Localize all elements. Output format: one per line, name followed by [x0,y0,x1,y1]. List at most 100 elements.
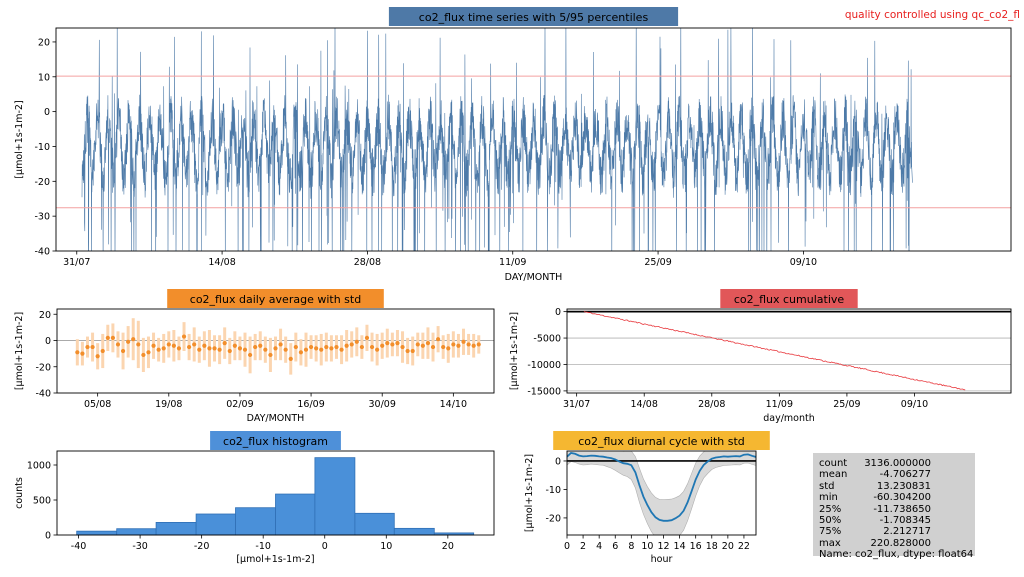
stats-name-line: Name: co2_flux, dtype: float64 [819,549,974,561]
daily-mean-point [420,343,425,348]
daily-mean-point [120,348,126,354]
daily-mean-point [171,343,176,348]
stats-value: -60.304200 [873,492,931,504]
daily-mean-point [314,346,319,351]
stats-row: max 220.828000 [819,538,969,549]
stats-row: min -60.304200 [819,492,969,503]
timeseries-x-tick-label: 28/08 [354,257,381,268]
daily-mean-point [436,337,441,342]
daily-mean-point [273,346,278,351]
diurnal-mean-line [567,452,756,522]
histogram-x-tick-label: 10 [380,541,392,552]
daily-mean-point [166,342,171,347]
diurnal-x-tick-label: 8 [628,541,634,552]
diurnal-x-tick-label: 16 [690,541,702,552]
daily-y-tick-label: -20 [35,362,51,373]
daily-mean-point [456,343,461,348]
stats-row: mean -4.706277 [819,469,969,480]
daily-mean-point [253,344,258,350]
daily-title-background [167,289,384,308]
timeseries-y-tick-label: -30 [34,212,50,223]
daily-mean-point [217,347,222,352]
diurnal-frame [566,450,757,536]
histogram-frame [56,450,495,536]
daily-mean-point [156,347,161,352]
daily-mean-point [227,348,232,354]
cumulative-y-tick-label: -10000 [527,360,561,371]
stats-row: std 13.230831 [819,481,969,492]
diurnal-xlabel: hour [651,554,673,565]
daily-mean-point [293,344,298,350]
cumulative-x-tick-label: 28/08 [698,399,725,410]
daily-mean-point [385,341,390,346]
stats-value: -4.706277 [879,469,931,481]
daily-mean-point [283,347,288,352]
diurnal-ylabel: [μmol+1s-1m-2] [524,454,535,532]
timeseries-xlabel: DAY/MONTH [505,272,563,283]
stats-row: 50% -1.708345 [819,515,969,526]
timeseries-y-tick-label: 10 [38,72,50,83]
diurnal-y-tick-label: -10 [545,485,561,496]
daily-mean-point [207,346,212,351]
timeseries-x-tick-label: 09/10 [790,257,817,268]
daily-mean-point [268,352,273,358]
diurnal-x-tick-label: 18 [706,541,718,552]
daily-x-tick-label: 14/10 [440,399,467,410]
timeseries-line [81,28,913,251]
histogram-bar [275,493,316,536]
daily-mean-point [151,343,156,348]
daily-mean-point [242,347,248,352]
stats-key: 25% [819,503,842,515]
daily-mean-point [466,342,471,347]
daily-xlabel: DAY/MONTH [247,413,305,424]
stats-row: Name: co2_flux, dtype: float64 [819,549,973,560]
histogram-bar [155,522,197,536]
cumulative-x-tick-label: 31/07 [563,399,590,410]
diurnal-title: co2_flux diurnal cycle with std [553,431,770,450]
daily-mean-point [202,343,207,348]
daily-mean-point [471,343,476,348]
diurnal-title-background [553,431,770,450]
daily-mean-point [176,346,182,351]
timeseries-y-tick-label: 20 [38,37,50,48]
daily-mean-point [339,347,344,352]
daily-mean-point [278,342,283,347]
daily-mean-point [288,356,293,361]
cumulative-title-text: co2_flux cumulative [734,293,845,306]
histogram-x-tick-label: 0 [322,541,328,552]
histogram-y-tick-label: 500 [33,496,51,507]
daily-x-tick-label: 02/09 [226,399,253,410]
cumulative-xlabel: day/month [763,413,815,424]
daily-mean-point [222,341,227,346]
stats-value: 2.212717 [883,526,931,538]
histogram-y-tick-label: 0 [45,531,51,542]
daily-mean-point [126,339,131,344]
daily-x-tick-label: 16/09 [297,399,324,410]
daily-mean-point [441,344,446,350]
daily-mean-point [349,342,354,347]
daily-mean-point [375,347,380,352]
daily-mean-point [110,335,115,340]
diurnal-y-tick-label: 0 [555,456,561,467]
diurnal-x-tick-label: 10 [641,541,653,552]
diurnal-x-tick-label: 14 [674,541,686,552]
timeseries-frame [55,27,1012,252]
qc-annotation: quality controlled using qc_co2_fl [845,9,1020,21]
daily-mean-point [359,344,364,350]
daily-mean-point [303,347,309,352]
daily-x-tick-label: 05/08 [84,399,111,410]
stats-key: count [819,458,848,469]
daily-mean-point [344,343,349,348]
daily-mean-point [446,346,451,351]
diurnal-x-tick-label: 12 [657,541,669,552]
daily-mean-point [451,342,456,347]
daily-mean-point [319,347,324,352]
timeseries-title-text: co2_flux time series with 5/95 percentil… [419,11,649,24]
daily-mean-point [100,348,105,354]
daily-mean-point [136,342,141,347]
cumulative-y-tick-label: 0 [555,307,561,318]
histogram-x-tick-label: -40 [71,541,87,552]
daily-y-tick-label: -40 [35,389,51,400]
histogram-bar [195,513,236,536]
daily-mean-point [308,344,314,350]
